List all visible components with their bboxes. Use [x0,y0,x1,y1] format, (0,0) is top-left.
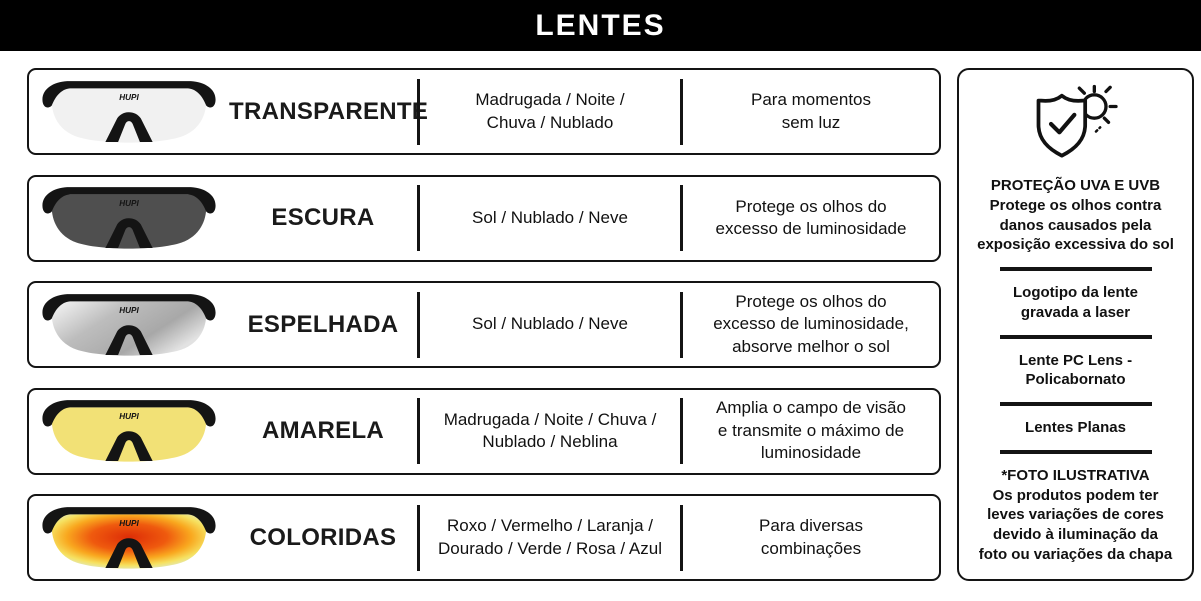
lens-description-text: Protege os olhos do excesso de luminosid… [713,291,909,356]
svg-text:HUPI: HUPI [119,519,139,528]
horizontal-divider [999,449,1152,454]
vertical-divider [417,185,420,251]
header-bar: LENTES [0,0,1201,51]
page-title: LENTES [535,8,666,42]
lens-name-label: AMARELA [261,417,385,444]
sunglasses-dark-image: HUPI [29,178,229,258]
uv-protection-body: Protege os olhos contra danos causados p… [977,196,1174,254]
feature-pc-lens: Lente PC Lens - Policabornato [1018,351,1133,389]
vertical-divider [680,291,683,358]
vertical-divider [680,398,683,464]
photo-disclaimer-title: *FOTO ILUSTRATIVA [1001,466,1150,484]
lens-table: HUPI TRANSPARENTE Madrugada / Noite / Ch… [27,68,941,581]
feature-laser-logo: Logotipo da lente gravada a laser [1013,284,1138,321]
info-sidebar: PROTEÇÃO UVA E UVB Protege os olhos cont… [957,68,1194,581]
lens-description-text: Amplia o campo de visão e transmite o má… [716,398,906,463]
sunglasses-icon: HUPI [42,187,216,249]
vertical-divider [417,398,420,464]
vertical-divider [417,504,420,571]
lens-conditions-text: Madrugada / Noite / Chuva / Nublado [475,90,625,132]
table-row-transparente: HUPI TRANSPARENTE Madrugada / Noite / Ch… [27,68,941,155]
svg-text:HUPI: HUPI [119,199,139,208]
sunglasses-icon: HUPI [42,293,216,356]
lens-conditions-text: Sol / Nublado / Neve [472,314,628,334]
lens-name-label: ESPELHADA [247,310,399,338]
horizontal-divider [999,402,1152,407]
lens-conditions-text: Roxo / Vermelho / Laranja / Dourado / Ve… [438,516,662,558]
svg-text:HUPI: HUPI [119,93,139,102]
lens-description-text: Para momentos sem luz [751,90,871,132]
horizontal-divider [999,334,1152,339]
lens-name-label: ESCURA [271,204,375,231]
svg-text:HUPI: HUPI [119,412,139,421]
lens-description-text: Protege os olhos do excesso de luminosid… [715,196,907,238]
sunglasses-transparent-image: HUPI [29,72,229,152]
table-row-coloridas: HUPI COLORIDAS Roxo / Vermelho / Laranja… [27,494,941,581]
uv-shield-sun-icon [1029,84,1123,164]
uv-protection-block: PROTEÇÃO UVA E UVB Protege os olhos cont… [977,176,1174,255]
sunglasses-icon: HUPI [42,506,216,569]
table-row-amarela: HUPI AMARELA Madrugada / Noite / Chuva /… [27,387,941,475]
table-row-escura: HUPI ESCURA Sol / Nublado / Neve Protege… [27,174,941,262]
sunglasses-icon: HUPI [42,80,216,143]
vertical-divider [417,291,420,358]
photo-disclaimer-block: *FOTO ILUSTRATIVA Os produtos podem ter … [979,466,1172,565]
sunglasses-icon: HUPI [42,400,216,462]
vertical-divider [417,78,420,145]
feature-flat-lenses: Lentes Planas [1025,419,1126,437]
vertical-divider [680,78,683,145]
svg-text:HUPI: HUPI [119,306,139,315]
lens-description-text: Para diversas combinações [759,516,863,558]
table-row-espelhada: HUPI ESPELHADA Sol / Nublado / Neve Prot… [27,281,941,368]
vertical-divider [680,504,683,571]
uv-protection-title: PROTEÇÃO UVA E UVB [990,176,1161,194]
horizontal-divider [999,267,1152,272]
sunglasses-mirror-image: HUPI [29,285,229,365]
sunglasses-colorful-image: HUPI [29,498,229,578]
vertical-divider [680,185,683,251]
sunglasses-yellow-image: HUPI [29,391,229,471]
lens-name-label: TRANSPARENTE [229,97,429,125]
photo-disclaimer-body: Os produtos podem ter leves variações de… [978,486,1173,564]
lens-conditions-text: Sol / Nublado / Neve [472,207,628,227]
lens-conditions-text: Madrugada / Noite / Chuva / Nublado / Ne… [443,409,657,451]
lens-name-label: COLORIDAS [249,523,397,551]
